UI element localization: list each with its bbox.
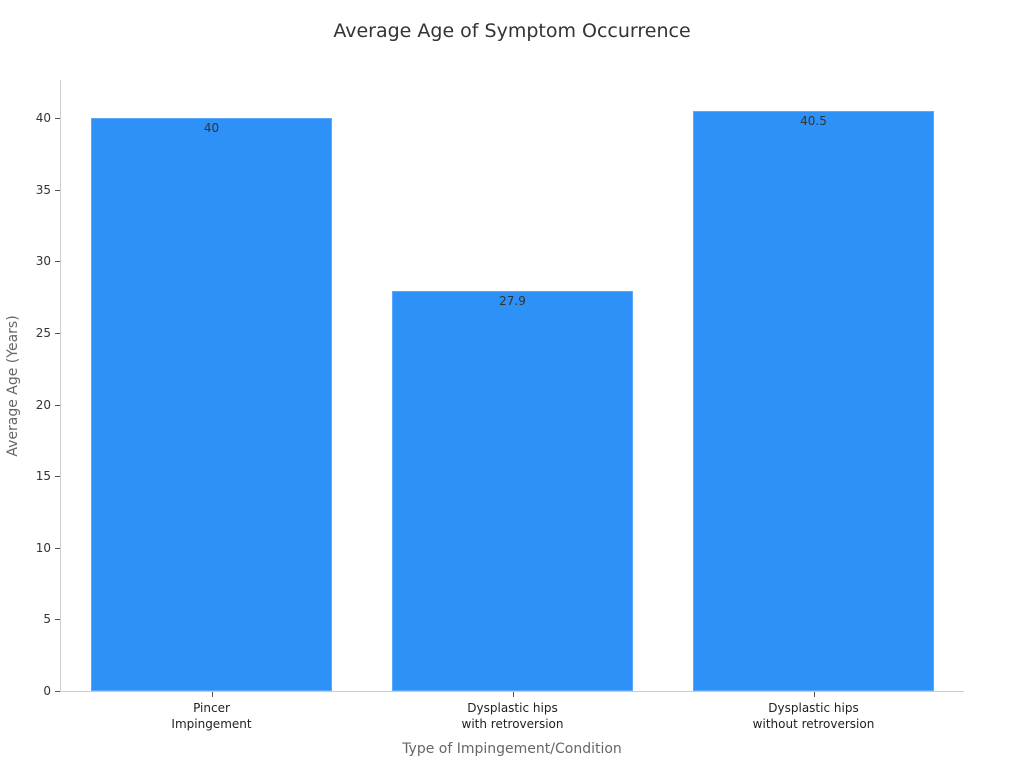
x-axis-title: Type of Impingement/Condition bbox=[402, 741, 622, 757]
y-tick-mark bbox=[55, 332, 60, 334]
y-tick: 40 bbox=[0, 111, 60, 125]
bar-value-label: 40.5 bbox=[800, 113, 827, 128]
x-tick-mark bbox=[513, 692, 514, 697]
y-tick-mark bbox=[55, 619, 60, 621]
y-tick-mark bbox=[55, 189, 60, 191]
bar bbox=[392, 291, 633, 691]
y-tick: 15 bbox=[0, 469, 60, 483]
x-tick-label: Dysplastic hips with retroversion bbox=[413, 700, 613, 732]
y-axis-line bbox=[60, 80, 61, 692]
x-tick-label-line: Pincer bbox=[193, 701, 230, 715]
x-tick-mark bbox=[814, 692, 815, 697]
y-tick: 30 bbox=[0, 254, 60, 268]
y-tick: 25 bbox=[0, 326, 60, 340]
x-tick-label-line: Dysplastic hips bbox=[768, 701, 859, 715]
y-tick-label: 10 bbox=[35, 540, 51, 555]
y-tick-label: 35 bbox=[35, 182, 51, 197]
y-axis-title: Average Age (Years) bbox=[5, 315, 21, 457]
y-tick-mark bbox=[55, 118, 60, 119]
x-axis-line bbox=[60, 691, 964, 692]
x-tick-label-line: Dysplastic hips bbox=[467, 701, 558, 715]
y-tick-label: 15 bbox=[35, 469, 51, 484]
bar bbox=[693, 110, 934, 691]
x-tick-label-line: Impingement bbox=[171, 717, 252, 731]
bar-value-label: 40 bbox=[203, 121, 220, 135]
chart-title: Average Age of Symptom Occurrence bbox=[333, 20, 691, 42]
y-tick: 10 bbox=[0, 541, 60, 555]
y-tick-label: 25 bbox=[35, 325, 51, 340]
y-tick: 20 bbox=[0, 398, 60, 412]
x-tick-label: Pincer Impingement bbox=[112, 700, 312, 732]
y-tick-label: 20 bbox=[35, 397, 51, 412]
y-tick-mark bbox=[55, 404, 60, 406]
x-tick-mark bbox=[212, 692, 213, 697]
y-tick-label: 0 bbox=[43, 684, 51, 698]
x-tick-label-line: with retroversion bbox=[461, 717, 564, 731]
y-tick-label: 30 bbox=[35, 254, 51, 269]
y-tick-mark bbox=[55, 476, 60, 478]
x-tick-label: Dysplastic hips without retroversion bbox=[714, 700, 914, 732]
y-tick: 5 bbox=[0, 612, 60, 626]
y-tick-label: 40 bbox=[35, 111, 51, 125]
y-tick: 0 bbox=[0, 684, 60, 698]
y-tick-mark bbox=[55, 547, 60, 549]
bar bbox=[91, 118, 332, 691]
y-tick-mark bbox=[55, 261, 60, 263]
y-tick: 35 bbox=[0, 183, 60, 197]
x-tick-label-line: without retroversion bbox=[752, 717, 875, 731]
bar-value-label: 27.9 bbox=[499, 294, 526, 309]
y-tick-mark bbox=[55, 691, 60, 692]
y-tick-label: 5 bbox=[43, 612, 51, 627]
